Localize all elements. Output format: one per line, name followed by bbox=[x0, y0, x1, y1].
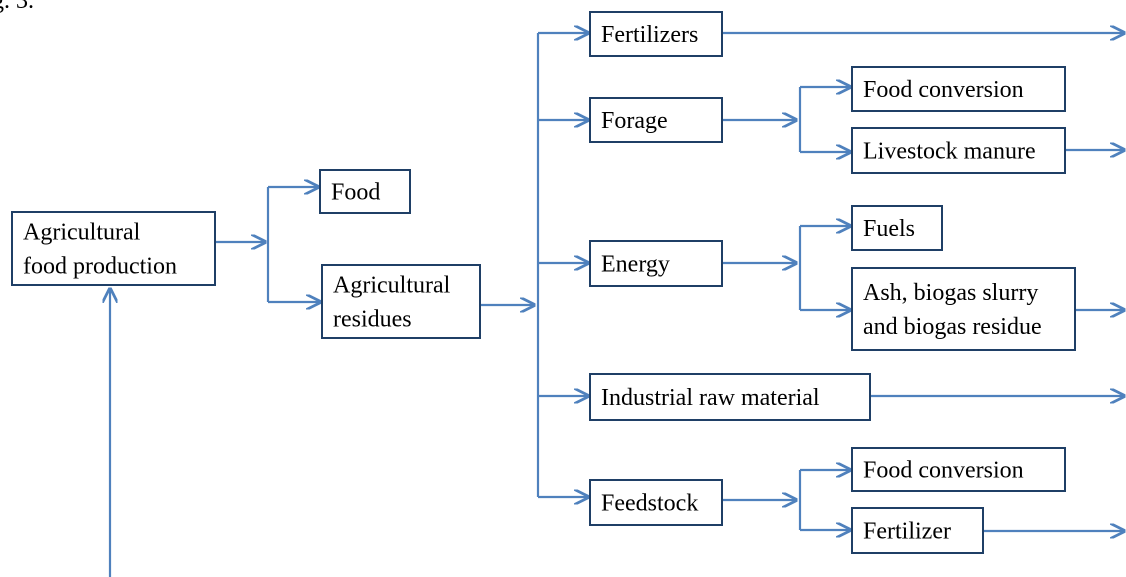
node-box bbox=[851, 127, 1066, 174]
node-box bbox=[589, 479, 723, 526]
node-box bbox=[589, 97, 723, 143]
node-label: Agricultural bbox=[23, 220, 141, 246]
node-box bbox=[589, 240, 723, 287]
node-box bbox=[851, 66, 1066, 112]
node-box bbox=[851, 267, 1076, 351]
node-label: Livestock manure bbox=[863, 139, 1036, 165]
node-box bbox=[589, 11, 723, 57]
connectors bbox=[110, 33, 1124, 577]
node-label: Energy bbox=[601, 252, 670, 278]
node-label: Ash, biogas slurry bbox=[863, 280, 1038, 306]
node-label: and biogas residue bbox=[863, 314, 1042, 340]
node-label: Fertilizer bbox=[863, 519, 951, 545]
node-label: Agricultural bbox=[333, 273, 451, 299]
node-box bbox=[319, 169, 411, 214]
node-label: Forage bbox=[601, 108, 668, 134]
node-label: Food bbox=[331, 180, 380, 206]
node-box bbox=[851, 447, 1066, 492]
node-label: Food conversion bbox=[863, 458, 1024, 484]
node-label: Food conversion bbox=[863, 77, 1024, 103]
nodes: Agricultural food production Food Agricultu… bbox=[11, 11, 1076, 554]
node-label: Fuels bbox=[863, 216, 915, 242]
node-box bbox=[851, 507, 984, 554]
node-label: Feedstock bbox=[601, 491, 698, 517]
node-box bbox=[11, 211, 216, 286]
caption: Fig. 3. bbox=[0, 0, 34, 14]
node-box bbox=[851, 205, 943, 251]
node-box bbox=[321, 264, 481, 339]
node-label: Industrial raw material bbox=[601, 385, 820, 411]
node-label: residues bbox=[333, 307, 412, 333]
node-box bbox=[589, 373, 871, 421]
node-label: food production bbox=[23, 254, 177, 280]
node-label: Fertilizers bbox=[601, 22, 698, 48]
